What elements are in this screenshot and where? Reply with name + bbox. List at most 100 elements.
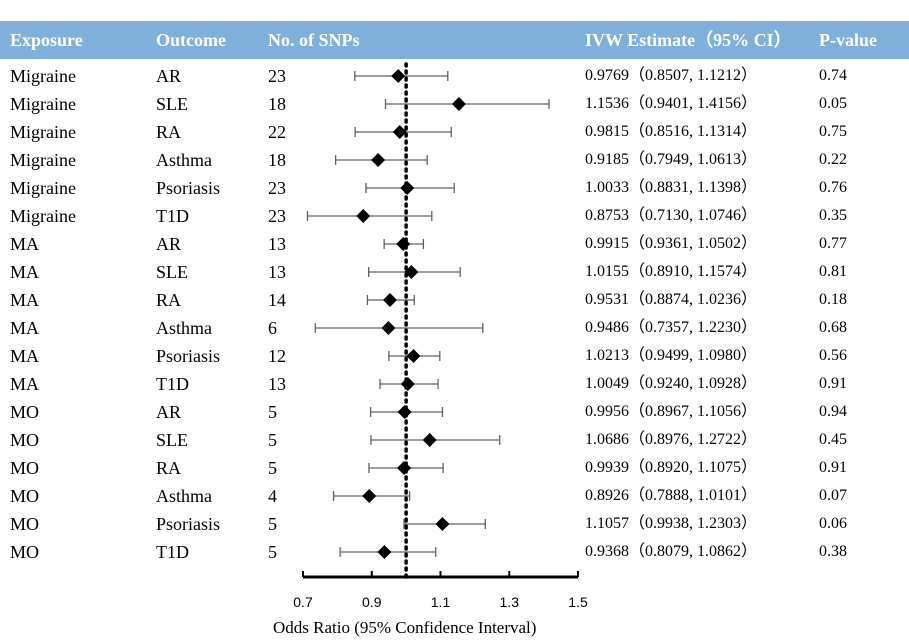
estimate-marker: [362, 489, 377, 503]
table-row: MO SLE 5 1.0686（0.8976, 1.2722） 0.45: [0, 426, 909, 454]
table-row: MO Asthma 4 0.8926（0.7888, 1.0101） 0.07: [0, 482, 909, 510]
cell-nsnps: 13: [268, 374, 286, 394]
cell-exposure: MO: [10, 458, 40, 478]
cell-estimate: 0.9939（0.8920, 1.1075）: [585, 459, 758, 476]
cell-exposure: MA: [10, 374, 40, 394]
cell-estimate: 0.9368（0.8079, 1.0862）: [585, 543, 758, 560]
cell-estimate: 0.9185（0.7949, 1.0613）: [585, 151, 758, 168]
cell-estimate: 0.8753（0.7130, 1.0746）: [585, 207, 758, 224]
cell-exposure: MO: [10, 514, 40, 534]
cell-outcome: RA: [156, 458, 182, 478]
table-row: Migraine Psoriasis 23 1.0033（0.8831, 1.1398…: [0, 174, 909, 202]
cell-outcome: Asthma: [156, 318, 212, 338]
cell-outcome: SLE: [156, 262, 189, 282]
estimate-marker: [406, 349, 421, 363]
cell-nsnps: 5: [268, 430, 277, 450]
table-header: Exposure Outcome No. of SNPs IVW Estimat…: [0, 21, 909, 59]
x-tick-label: 1.5: [568, 594, 588, 610]
cell-pvalue: 0.91: [819, 375, 847, 392]
table-row: MA T1D 13 1.0049（0.9240, 1.0928） 0.91: [0, 370, 909, 398]
cell-estimate: 1.1057（0.9938, 1.2303）: [585, 515, 758, 532]
estimate-marker: [397, 405, 412, 419]
estimate-marker: [396, 237, 411, 251]
estimate-marker: [356, 209, 371, 223]
cell-exposure: MA: [10, 290, 40, 310]
cell-nsnps: 18: [268, 94, 286, 114]
cell-estimate: 0.9769（0.8507, 1.1212）: [585, 67, 758, 84]
cell-estimate: 0.9815（0.8516, 1.1314）: [585, 123, 758, 140]
cell-exposure: Migraine: [10, 94, 76, 114]
table-row: MA RA 14 0.9531（0.8874, 1.0236） 0.18: [0, 286, 909, 314]
cell-exposure: Migraine: [10, 206, 76, 226]
cell-outcome: SLE: [156, 94, 189, 114]
cell-estimate: 1.0033（0.8831, 1.1398）: [585, 179, 758, 196]
cell-pvalue: 0.56: [819, 347, 847, 364]
cell-exposure: Migraine: [10, 178, 76, 198]
cell-exposure: Migraine: [10, 122, 76, 142]
cell-pvalue: 0.22: [819, 151, 847, 168]
table-row: MA AR 13 0.9915（0.9361, 1.0502） 0.77: [0, 230, 909, 258]
cell-exposure: MO: [10, 486, 40, 506]
table-row: Migraine SLE 18 1.1536（0.9401, 1.4156） 0.05: [0, 90, 909, 118]
table-row: MA Asthma 6 0.9486（0.7357, 1.2230） 0.68: [0, 314, 909, 342]
estimate-marker: [381, 321, 396, 335]
estimate-marker: [435, 517, 450, 531]
estimate-marker: [422, 433, 437, 447]
cell-exposure: MO: [10, 402, 40, 422]
table-row: MA SLE 13 1.0155（0.8910, 1.1574） 0.81: [0, 258, 909, 286]
cell-nsnps: 23: [268, 178, 286, 198]
header-exposure: Exposure: [10, 30, 83, 50]
cell-pvalue: 0.35: [819, 207, 847, 224]
x-tick-label: 1.3: [500, 594, 520, 610]
cell-nsnps: 4: [268, 486, 277, 506]
cell-outcome: Asthma: [156, 486, 212, 506]
estimate-marker: [404, 265, 419, 279]
cell-nsnps: 14: [268, 290, 286, 310]
estimate-marker: [377, 545, 392, 559]
cell-outcome: T1D: [156, 542, 189, 562]
cell-estimate: 1.1536（0.9401, 1.4156）: [585, 95, 758, 112]
cell-pvalue: 0.68: [819, 319, 847, 336]
cell-estimate: 0.9915（0.9361, 1.0502）: [585, 235, 758, 252]
cell-outcome: Psoriasis: [156, 178, 221, 198]
cell-pvalue: 0.91: [819, 459, 847, 476]
header-outcome: Outcome: [156, 30, 226, 50]
cell-outcome: T1D: [156, 206, 189, 226]
cell-estimate: 1.0049（0.9240, 1.0928）: [585, 375, 758, 392]
cell-nsnps: 23: [268, 206, 286, 226]
cell-pvalue: 0.75: [819, 123, 847, 140]
cell-pvalue: 0.76: [819, 179, 847, 196]
table-row: MA Psoriasis 12 1.0213（0.9499, 1.0980） 0.56: [0, 342, 909, 370]
cell-estimate: 1.0686（0.8976, 1.2722）: [585, 431, 758, 448]
cell-pvalue: 0.94: [819, 403, 847, 420]
cell-exposure: MA: [10, 318, 40, 338]
cell-nsnps: 23: [268, 66, 286, 86]
cell-outcome: Psoriasis: [156, 346, 221, 366]
cell-estimate: 0.9531（0.8874, 1.0236）: [585, 291, 758, 308]
estimate-marker: [451, 97, 466, 111]
cell-nsnps: 5: [268, 458, 277, 478]
estimate-marker: [392, 125, 407, 139]
cell-nsnps: 13: [268, 234, 286, 254]
cell-exposure: MA: [10, 346, 40, 366]
cell-estimate: 0.9956（0.8967, 1.1056）: [585, 403, 758, 420]
table-row: Migraine RA 22 0.9815（0.8516, 1.1314） 0.75: [0, 118, 909, 146]
cell-pvalue: 0.45: [819, 431, 847, 448]
table-row: MO RA 5 0.9939（0.8920, 1.1075） 0.91: [0, 454, 909, 482]
cell-nsnps: 22: [268, 122, 286, 142]
cell-estimate: 1.0213（0.9499, 1.0980）: [585, 347, 758, 364]
cell-outcome: AR: [156, 402, 182, 422]
cell-pvalue: 0.06: [819, 515, 847, 532]
cell-nsnps: 13: [268, 262, 286, 282]
table-row: Migraine AR 23 0.9769（0.8507, 1.1212） 0.74: [0, 62, 909, 90]
header-nsnps: No. of SNPs: [268, 30, 360, 50]
cell-exposure: MO: [10, 542, 40, 562]
cell-exposure: MA: [10, 234, 40, 254]
cell-pvalue: 0.05: [819, 95, 847, 112]
cell-estimate: 0.8926（0.7888, 1.0101）: [585, 487, 758, 504]
cell-pvalue: 0.81: [819, 263, 847, 280]
cell-pvalue: 0.38: [819, 543, 847, 560]
cell-outcome: RA: [156, 122, 182, 142]
cell-nsnps: 18: [268, 150, 286, 170]
